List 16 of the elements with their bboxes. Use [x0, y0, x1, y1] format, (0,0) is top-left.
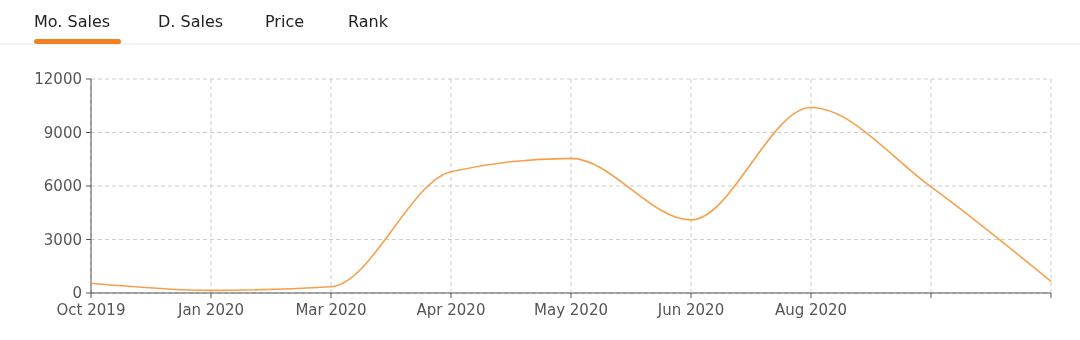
text: D. Sales	[158, 12, 224, 31]
x-tick-label: Aug 2020	[774, 301, 848, 319]
text: Mo. Sales	[34, 12, 111, 31]
y-tick-label: 12000	[34, 70, 82, 89]
y-tick-label: 9000	[43, 123, 82, 142]
text: Price	[265, 12, 305, 31]
y-tick-label: 3000	[43, 230, 82, 249]
x-tick-label: Mar 2020	[295, 301, 367, 319]
y-tick-label: 0	[72, 284, 82, 303]
text: Rank	[348, 12, 389, 31]
x-tick-label: Jun 2020	[656, 301, 725, 319]
y-tick-label: 6000	[43, 177, 82, 196]
x-tick-label: Jan 2020	[176, 301, 245, 319]
x-tick-label: Apr 2020	[416, 301, 486, 319]
x-tick-label: May 2020	[534, 301, 608, 319]
x-tick-label: Oct 2019	[56, 301, 126, 319]
